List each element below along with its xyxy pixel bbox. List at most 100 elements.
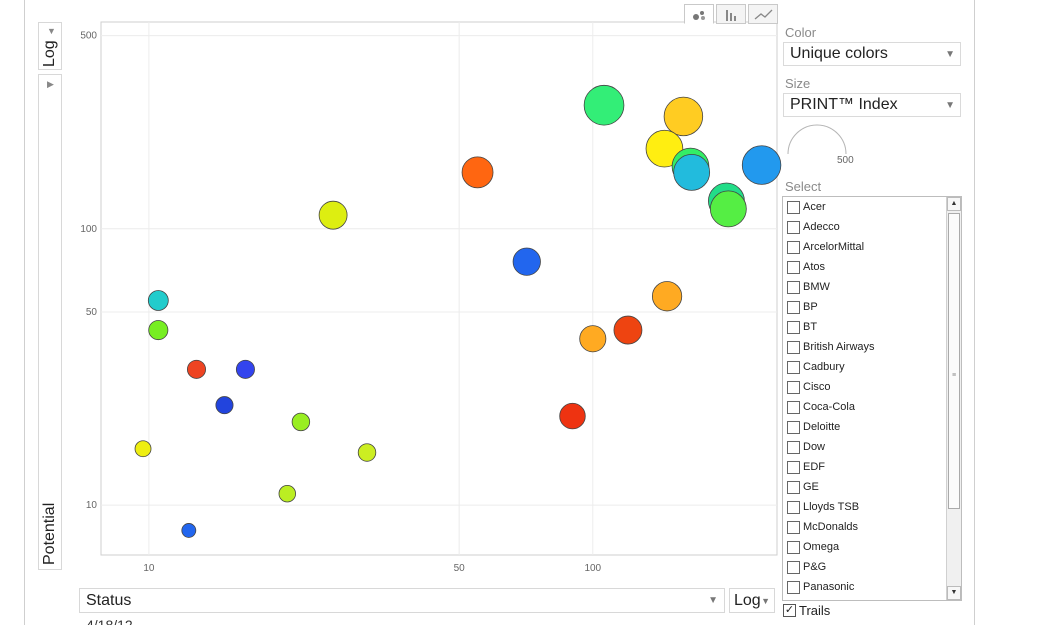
select-item-checkbox[interactable] [787,400,800,414]
entity-select-list[interactable]: Acer Adecco ArcelorMittal Atos BMW BP BT Britis… [782,196,962,601]
select-item-checkbox[interactable] [787,280,800,294]
select-item-checkbox[interactable] [787,320,800,334]
bubble-chart-toggle[interactable] [684,4,714,24]
select-item-checkbox[interactable] [787,300,800,314]
select-item-checkbox[interactable] [787,560,800,574]
select-item[interactable]: Coca-Cola [783,397,961,417]
select-item[interactable]: Dow [783,437,961,457]
scroll-thumb[interactable]: ≡ [948,213,960,509]
select-item[interactable]: British Airways [783,337,961,357]
data-bubble[interactable] [318,200,348,230]
size-selector[interactable]: PRINT™ Index ▼ [783,93,961,117]
data-bubble[interactable] [186,359,206,379]
select-item[interactable]: Cadbury [783,357,961,377]
frame-right-border [974,0,975,625]
data-bubble[interactable] [559,402,586,430]
data-bubble[interactable] [148,320,169,341]
data-bubble[interactable] [583,84,625,126]
data-bubble[interactable] [357,443,377,462]
select-item-label: Dow [803,441,826,453]
data-bubble[interactable] [663,96,704,137]
bubble-chart[interactable]: 10 50 100 10 50 100 500 [72,0,782,585]
color-selector[interactable]: Unique colors ▼ [783,42,961,66]
select-item[interactable]: P&G [783,557,961,577]
data-bubble[interactable] [741,145,782,185]
select-item-checkbox[interactable] [787,520,800,534]
scroll-up-arrow-icon[interactable]: ▲ [947,197,961,211]
select-item[interactable]: EDF [783,457,961,477]
select-item-checkbox[interactable] [787,240,800,254]
trails-toggle[interactable]: ✓ Trails [783,603,830,618]
select-item[interactable]: BMW [783,277,961,297]
size-legend-arc-icon [787,124,847,155]
grip-icon: ≡ [952,372,957,379]
select-item-label: BP [803,301,818,313]
select-item-checkbox[interactable] [787,380,800,394]
select-item[interactable]: Atos [783,257,961,277]
y-scale-selector[interactable]: ▼ Log [38,22,62,70]
select-item[interactable]: Acer [783,197,961,217]
data-bubble[interactable] [579,325,607,353]
x-scale-selector[interactable]: Log ▼ [729,588,775,613]
data-bubble[interactable] [613,315,643,345]
select-item[interactable]: ArcelorMittal [783,237,961,257]
select-item-label: Lloyds TSB [803,501,860,513]
select-item[interactable]: Lloyds TSB [783,497,961,517]
select-item-label: Omega [803,541,840,553]
chevron-down-icon: ▼ [708,595,718,606]
data-bubble[interactable] [291,412,311,432]
select-item[interactable]: BT [783,317,961,337]
data-bubble[interactable] [673,153,711,191]
bar-chart-toggle[interactable] [716,4,746,24]
scroll-down-arrow-icon[interactable]: ▼ [947,586,961,600]
x-scale-label: Log [734,592,761,609]
line-chart-toggle[interactable] [748,4,778,24]
select-item-checkbox[interactable] [787,440,800,454]
select-item-label: Coca-Cola [803,401,855,413]
trails-label: Trails [799,603,831,618]
data-bubble[interactable] [215,396,234,415]
select-item-label: Cadbury [803,361,845,373]
select-item-label: BMW [803,281,830,293]
select-item[interactable]: BP [783,297,961,317]
select-item-label: Adecco [803,221,840,233]
trails-checkbox[interactable]: ✓ [783,604,796,617]
select-item-checkbox[interactable] [787,480,800,494]
select-item-checkbox[interactable] [787,500,800,514]
select-item[interactable]: Panasonic [783,577,961,597]
data-bubble[interactable] [181,523,197,538]
select-item[interactable]: Deloitte [783,417,961,437]
data-bubble[interactable] [709,190,747,228]
date-label: 4/18/12 [86,617,133,625]
select-item-checkbox[interactable] [787,340,800,354]
select-item[interactable]: GE [783,477,961,497]
select-item-checkbox[interactable] [787,360,800,374]
select-item-checkbox[interactable] [787,420,800,434]
data-bubble[interactable] [645,129,684,168]
select-item-checkbox[interactable] [787,260,800,274]
select-item-checkbox[interactable] [787,200,800,214]
select-item[interactable]: Omega [783,537,961,557]
select-item-checkbox[interactable] [787,540,800,554]
x-metric-selector[interactable]: Status ▼ [79,588,725,613]
y-tick-label: 10 [86,500,98,511]
select-item[interactable]: Adecco [783,217,961,237]
y-metric-selector[interactable]: ▶ Potential [38,74,62,570]
y-scale-label: Log [41,40,58,67]
scrollbar[interactable]: ▲ ≡ ▼ [946,197,961,600]
data-bubble[interactable] [147,290,169,311]
data-bubble[interactable] [278,484,296,503]
select-item-checkbox[interactable] [787,460,800,474]
data-bubble[interactable] [235,359,255,379]
select-item-checkbox[interactable] [787,580,800,594]
select-item-label: ArcelorMittal [803,241,865,253]
x-metric-label: Status [86,592,132,609]
select-item-checkbox[interactable] [787,220,800,234]
data-bubble[interactable] [134,440,152,458]
select-item[interactable]: McDonalds [783,517,961,537]
select-item[interactable]: Cisco [783,377,961,397]
bubble-icon [693,11,705,20]
data-bubble[interactable] [512,247,541,276]
data-bubble[interactable] [461,156,494,189]
data-bubble[interactable] [651,281,683,312]
